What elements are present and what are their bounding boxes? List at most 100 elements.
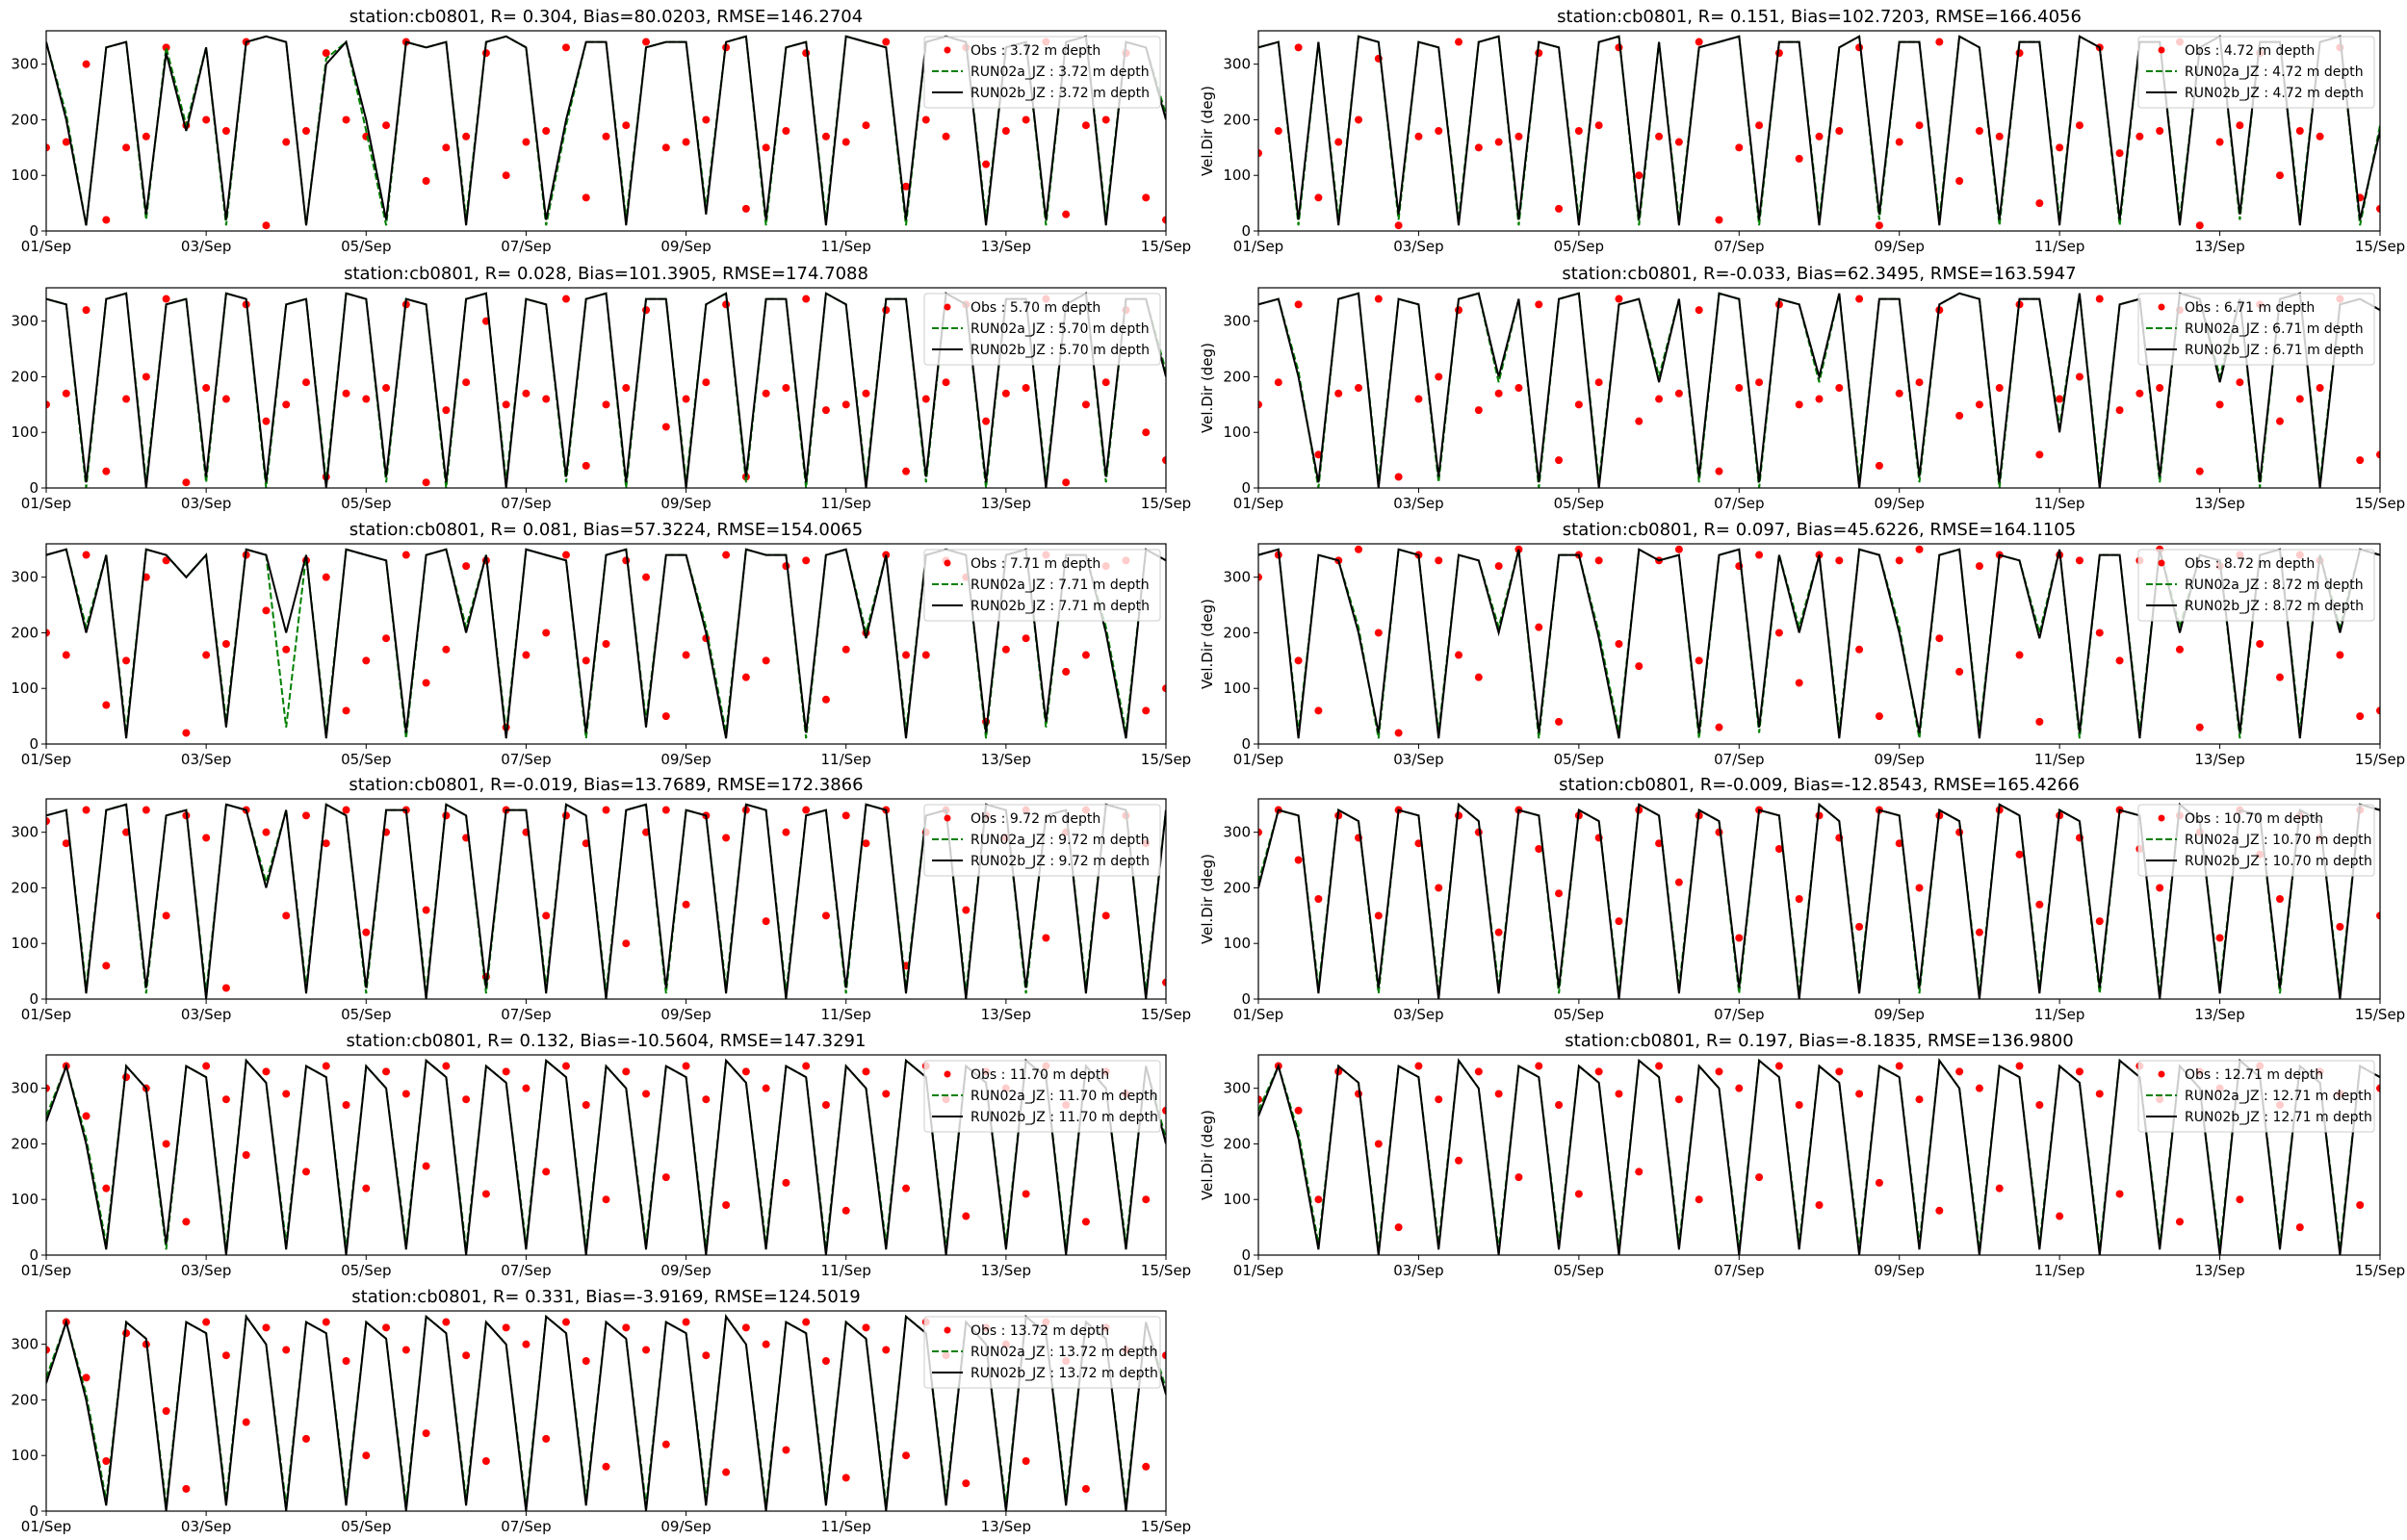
x-tick-label: 15/Sep <box>1141 1006 1191 1023</box>
obs-point <box>2035 450 2044 459</box>
obs-point <box>1574 1190 1583 1198</box>
obs-point <box>82 1112 91 1120</box>
obs-point <box>1574 400 1583 409</box>
obs-point <box>1314 1195 1323 1204</box>
obs-point <box>221 1095 230 1104</box>
obs-point <box>62 138 70 146</box>
legend-marker <box>2158 303 2165 311</box>
obs-point <box>422 1429 430 1438</box>
obs-point <box>682 651 690 659</box>
obs-point <box>841 138 850 146</box>
obs-point <box>682 138 690 146</box>
legend-label: RUN02a_JZ : 12.71 m depth <box>2185 1089 2372 1104</box>
obs-point <box>282 400 291 409</box>
obs-point <box>1815 1201 1824 1209</box>
obs-point <box>702 378 711 387</box>
obs-point <box>1915 884 1924 892</box>
x-tick-label: 07/Sep <box>501 495 551 512</box>
obs-point <box>1101 378 1110 387</box>
obs-point <box>301 1168 310 1176</box>
y-tick-label: 100 <box>11 167 39 184</box>
x-tick-label: 07/Sep <box>501 238 551 255</box>
obs-point <box>582 1101 590 1109</box>
obs-point <box>1474 143 1483 152</box>
x-tick-label: 09/Sep <box>1875 1006 1925 1023</box>
axes-frame <box>1257 1054 2381 1256</box>
obs-point <box>1494 562 1503 571</box>
obs-point <box>1535 845 1543 853</box>
obs-point <box>762 143 770 152</box>
x-tick-label: 01/Sep <box>21 1262 71 1279</box>
obs-point <box>1735 384 1744 392</box>
obs-point <box>1455 1156 1463 1165</box>
x-tick-label: 13/Sep <box>2194 1006 2244 1023</box>
obs-point <box>1142 1195 1151 1204</box>
obs-point <box>202 1062 211 1070</box>
x-tick-label: 05/Sep <box>341 751 391 768</box>
obs-point <box>322 1318 330 1326</box>
obs-point <box>841 400 850 409</box>
y-tick-label: 300 <box>1223 1080 1251 1097</box>
obs-point <box>1975 1084 1983 1092</box>
obs-point <box>2316 384 2324 392</box>
obs-point <box>2275 171 2284 180</box>
obs-point <box>1374 911 1383 920</box>
x-tick-label: 11/Sep <box>2034 1006 2084 1023</box>
plot-content <box>46 35 1166 230</box>
obs-point <box>1062 210 1071 218</box>
obs-point <box>122 656 131 665</box>
obs-point <box>1795 154 1803 163</box>
obs-point <box>1294 856 1303 864</box>
obs-point <box>1795 895 1803 903</box>
obs-point <box>2135 389 2144 398</box>
obs-point <box>342 806 350 814</box>
obs-point <box>46 1346 50 1354</box>
obs-point <box>642 573 651 581</box>
obs-point <box>1774 629 1783 637</box>
obs-point <box>622 384 631 392</box>
x-tick-label: 11/Sep <box>2034 1262 2084 1279</box>
obs-point <box>182 478 191 487</box>
x-tick-label: 15/Sep <box>1141 238 1191 255</box>
legend-label: RUN02b_JZ : 8.72 m depth <box>2185 599 2364 614</box>
obs-point <box>722 834 731 842</box>
obs-point <box>2195 467 2204 475</box>
obs-point <box>942 378 950 387</box>
plot-content <box>46 292 1166 488</box>
x-tick-label: 11/Sep <box>821 1262 871 1279</box>
obs-point <box>102 216 111 224</box>
obs-point <box>1414 395 1423 403</box>
subplot-title: station:cb0801, R= 0.304, Bias=80.0203, … <box>349 7 863 27</box>
obs-point <box>1022 1190 1030 1198</box>
obs-point <box>561 551 570 559</box>
obs-point <box>242 1418 250 1426</box>
y-axis-label: Vel.Dir (deg) <box>1199 599 1216 689</box>
x-tick-label: 03/Sep <box>181 1006 231 1023</box>
obs-point <box>1162 456 1166 465</box>
obs-point <box>1494 1090 1503 1098</box>
obs-point <box>46 143 50 152</box>
obs-point <box>1555 889 1564 898</box>
x-tick-label: 11/Sep <box>821 1518 871 1535</box>
obs-point <box>1022 1457 1030 1465</box>
obs-point <box>462 132 471 141</box>
x-tick-label: 09/Sep <box>1875 495 1925 512</box>
obs-point <box>122 143 131 152</box>
obs-point <box>722 1201 731 1209</box>
obs-point <box>782 828 790 836</box>
x-tick-label: 09/Sep <box>660 1262 711 1279</box>
x-tick-label: 11/Sep <box>821 751 871 768</box>
obs-point <box>2336 922 2344 931</box>
obs-point <box>1555 456 1564 465</box>
obs-point <box>561 1062 570 1070</box>
model-line <box>46 548 1166 739</box>
obs-point <box>422 1162 430 1170</box>
legend-label: Obs : 7.71 m depth <box>971 556 1100 572</box>
obs-point <box>2035 717 2044 726</box>
obs-point <box>1334 138 1343 146</box>
obs-point <box>862 1323 870 1332</box>
legend-marker <box>944 1326 951 1334</box>
obs-point <box>1795 679 1803 687</box>
obs-point <box>1715 467 1723 475</box>
obs-point <box>542 127 551 135</box>
